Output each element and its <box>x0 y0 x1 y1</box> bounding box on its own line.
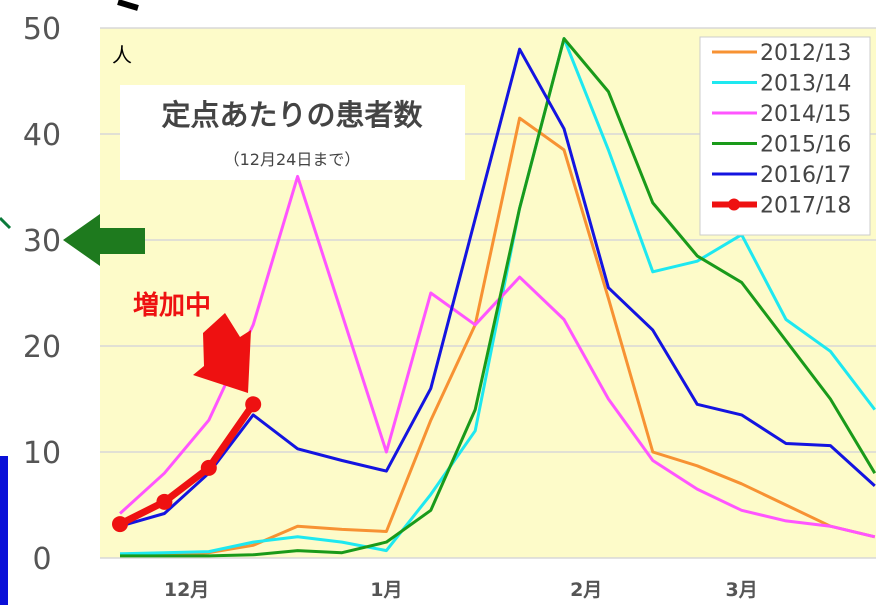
legend-label: 2013/14 <box>760 72 851 97</box>
series-line <box>119 47 876 528</box>
series-markers <box>112 396 262 533</box>
y-tick-label: 20 <box>23 330 61 365</box>
series-line <box>120 37 877 558</box>
x-tick-label: 12月 <box>164 579 209 601</box>
y-tick-label: 30 <box>23 224 61 259</box>
edge-mark-left <box>0 216 12 230</box>
data-point <box>112 516 128 533</box>
data-point <box>200 459 217 476</box>
series-lines <box>118 37 877 558</box>
legend-label: 2015/16 <box>760 133 851 158</box>
data-point <box>245 396 262 413</box>
pointer-arrow <box>63 214 145 266</box>
data-point <box>156 493 173 510</box>
legend: 2012/13 2013/14 2014/15 2015/16 2016/17 2017/… <box>712 41 851 219</box>
annotation-arrow <box>193 313 251 393</box>
x-tick-label: 3月 <box>725 579 757 601</box>
y-tick-label: 0 <box>32 542 51 577</box>
x-tick-label: 2月 <box>570 579 602 601</box>
legend-label: 2016/17 <box>760 163 851 188</box>
annotation-label: 増加中 <box>133 291 211 321</box>
legend-label: 2014/15 <box>760 102 851 127</box>
series-line <box>119 37 876 556</box>
y-axis: 0 10 20 30 40 50 <box>23 12 61 577</box>
edge-mark-top <box>117 0 139 11</box>
chart-title: 定点あたりの患者数 <box>161 98 423 132</box>
y-tick-label: 10 <box>23 436 61 471</box>
legend-label: 2017/18 <box>760 194 851 219</box>
chart-subtitle: （12月24日まで） <box>224 150 361 169</box>
y-tick-label: 40 <box>23 118 61 153</box>
title-box <box>120 85 465 180</box>
x-axis: 12月 1月 2月 3月 <box>164 579 758 601</box>
y-tick-label: 50 <box>23 12 61 47</box>
legend-marker <box>728 198 740 211</box>
unit-label: 人 <box>112 43 132 67</box>
series-line <box>120 116 876 557</box>
edge-bar-left <box>0 456 8 605</box>
x-tick-label: 1月 <box>370 579 402 601</box>
legend-label: 2012/13 <box>760 41 851 66</box>
series-line <box>118 402 257 528</box>
